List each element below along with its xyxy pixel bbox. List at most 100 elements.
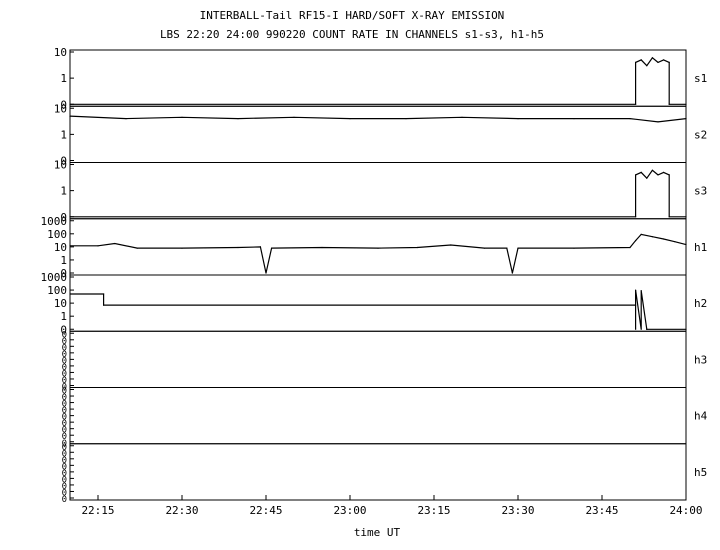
data-point [674, 241, 676, 243]
series-line-s2 [69, 115, 687, 123]
data-point [640, 328, 642, 330]
panel-frame [69, 162, 687, 220]
y-tick-label: 1 [60, 310, 67, 323]
panel-label: s3 [694, 185, 707, 198]
data-point [125, 118, 127, 120]
data-point [635, 304, 637, 306]
panel-label: h4 [694, 410, 708, 423]
series-line-s1 [70, 56, 686, 105]
y-tick-label: 1 [60, 72, 67, 85]
data-point [646, 177, 648, 179]
data-point [103, 293, 105, 295]
y-tick-label: 100 [47, 228, 67, 241]
y-tick-label: 0 [62, 426, 67, 436]
data-point [640, 233, 642, 236]
data-point [685, 328, 687, 330]
y-tick-label: 0 [62, 475, 67, 485]
data-point [265, 272, 267, 274]
data-point [668, 103, 670, 105]
data-point [259, 246, 261, 248]
y-tick-label: 0 [62, 449, 67, 459]
data-point [651, 57, 654, 59]
x-tick-label: 23:00 [333, 504, 366, 517]
y-tick-label: 0 [62, 369, 67, 379]
data-point [181, 247, 183, 249]
x-axis-label: time UT [354, 526, 401, 539]
y-tick-label: 0 [62, 356, 67, 366]
data-point [349, 118, 351, 120]
y-tick-label: 0 [60, 211, 67, 224]
data-point [663, 59, 665, 61]
x-tick-label: 23:15 [417, 504, 450, 517]
x-tick-label: 23:45 [585, 504, 618, 517]
data-point [640, 290, 642, 292]
panel-frame [69, 387, 687, 445]
panel-frame [69, 274, 687, 332]
chart-panels: s11010s21010s31010h110001001010h21000100… [41, 46, 708, 505]
y-tick-label: 0 [62, 432, 67, 442]
data-point [657, 61, 659, 63]
y-tick-label: 0 [60, 155, 67, 168]
data-point [635, 103, 637, 105]
data-point [651, 169, 654, 171]
chart-title: INTERBALL-Tail RF15-I HARD/SOFT X-RAY EM… [200, 9, 505, 22]
series-line-h1 [70, 233, 687, 274]
y-tick-label: 10 [54, 241, 67, 254]
y-tick-label: 0 [60, 98, 67, 111]
data-point [646, 328, 648, 330]
y-tick-label: 1 [60, 128, 67, 141]
y-tick-label: 1000 [41, 215, 68, 228]
data-point [293, 116, 295, 118]
data-point [69, 293, 71, 295]
data-point [114, 242, 116, 245]
y-tick-label: 0 [62, 482, 67, 492]
y-tick-label: 0 [62, 443, 67, 453]
data-point [271, 247, 273, 249]
data-point [321, 246, 323, 249]
y-tick-label: 0 [60, 323, 67, 336]
y-tick-label: 1 [60, 254, 67, 267]
y-tick-label: 0 [62, 376, 67, 386]
series-line-h2 [70, 290, 686, 330]
panel-frame [69, 218, 687, 276]
x-tick-label: 23:30 [501, 504, 534, 517]
data-point [511, 272, 513, 274]
y-tick-label: 0 [62, 400, 67, 410]
y-tick-label: 10 [54, 102, 67, 115]
x-tick-label: 22:45 [249, 504, 282, 517]
x-tick-label: 22:15 [81, 504, 114, 517]
data-point [69, 245, 71, 247]
data-point [685, 118, 687, 120]
data-point [668, 61, 670, 63]
data-point [635, 240, 637, 242]
data-point [517, 247, 519, 249]
data-point [635, 328, 637, 330]
panel-label: s2 [694, 128, 707, 141]
data-point [657, 121, 659, 123]
data-point [635, 61, 637, 63]
y-tick-label: 10 [54, 297, 67, 310]
data-point [450, 244, 452, 246]
data-point [506, 247, 508, 249]
data-point [181, 116, 183, 118]
data-point [103, 304, 105, 306]
data-point [651, 236, 654, 238]
y-tick-label: 0 [62, 439, 67, 449]
panel-frame [69, 330, 687, 388]
data-point [461, 116, 463, 118]
data-point [416, 246, 418, 249]
data-point [663, 171, 665, 173]
panel-label: h3 [694, 353, 707, 366]
y-tick-label: 0 [62, 350, 67, 360]
data-point [685, 103, 687, 105]
y-tick-label: 0 [62, 406, 67, 416]
y-tick-label: 0 [62, 456, 67, 466]
data-point [640, 171, 642, 173]
panel-label: s1 [694, 72, 707, 85]
